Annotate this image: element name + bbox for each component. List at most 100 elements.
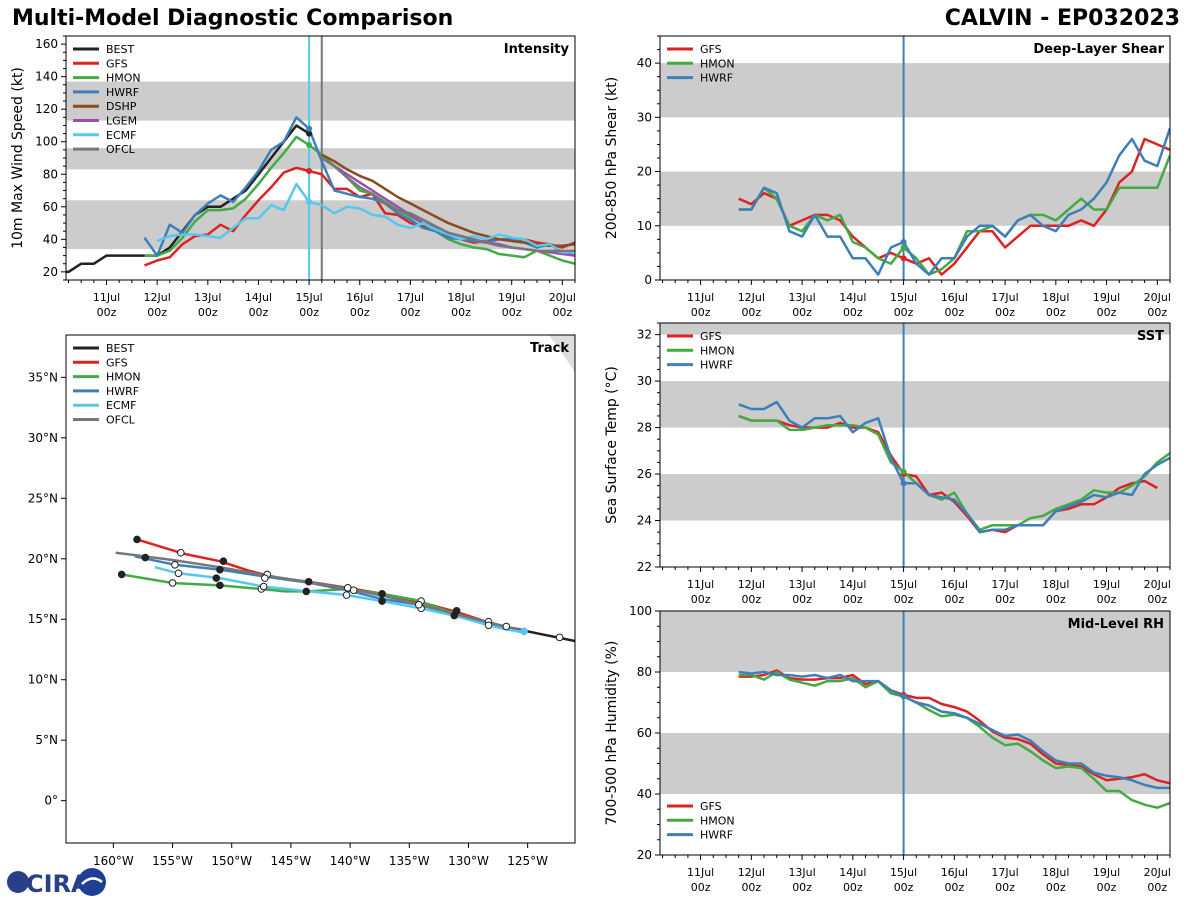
y-tick-label: 10 (637, 219, 652, 233)
x-tick-sublabel: 00z (741, 881, 761, 894)
legend-label-hwrf: HWRF (700, 359, 733, 372)
y-tick-label: 26 (637, 467, 652, 481)
y-tick-label: 40 (637, 787, 652, 801)
x-tick-label: 18Jul (1042, 866, 1069, 879)
panel-title: Intensity (504, 42, 570, 57)
current-point-hwrf (900, 480, 907, 487)
x-tick-label: 13Jul (788, 866, 815, 879)
x-tick-sublabel: 00z (792, 306, 812, 319)
x-tick-sublabel: 00z (843, 306, 863, 319)
legend-label-hwrf: HWRF (700, 72, 733, 85)
x-tick-label: 14Jul (839, 291, 866, 304)
current-point-hwrf (900, 239, 907, 246)
y-tick-label: 160 (35, 37, 58, 51)
y-tick-label: 100 (629, 604, 652, 618)
series-line-ecmf (154, 565, 525, 634)
x-tick-label: 15Jul (295, 291, 322, 304)
x-tick-sublabel: 00z (1097, 881, 1117, 894)
current-point-hwrf (900, 693, 907, 700)
y-tick-label: 80 (637, 665, 652, 679)
x-tick-sublabel: 00z (1147, 306, 1167, 319)
land-shape (549, 335, 575, 373)
x-tick-sublabel: 00z (691, 881, 711, 894)
x-tick-label: 18Jul (1042, 291, 1069, 304)
x-tick-label: 16Jul (941, 866, 968, 879)
series-line-gfs (738, 669, 1170, 785)
x-tick-label: 13Jul (788, 291, 815, 304)
track-position-marker (555, 633, 564, 642)
track-position-marker (502, 622, 511, 631)
x-tick-label: 15Jul (890, 578, 917, 591)
x-tick-sublabel: 00z (198, 306, 218, 319)
legend-label-gfs: GFS (700, 43, 722, 56)
chart-title: Multi-Model Diagnostic Comparison (12, 6, 454, 31)
y-tick-label: 140 (35, 70, 58, 84)
shaded-band (660, 63, 1170, 118)
track-position-marker (342, 591, 351, 599)
current-point-hwrf (306, 125, 313, 132)
x-tick-sublabel: 00z (995, 306, 1015, 319)
x-tick-label: 160°W (93, 854, 134, 868)
x-tick-sublabel: 00z (944, 306, 964, 319)
x-tick-label: 18Jul (447, 291, 474, 304)
track-position-marker (168, 579, 177, 587)
series-line-best (66, 124, 310, 274)
y-tick-label: 40 (637, 56, 652, 70)
track-position-marker (216, 581, 224, 590)
current-point-hmon (900, 468, 907, 475)
track-position-marker (177, 548, 185, 557)
y-axis-label: 10m Max Wind Speed (kt) (10, 67, 26, 249)
x-tick-sublabel: 00z (552, 306, 572, 319)
y-tick-label: 40 (43, 232, 58, 246)
x-tick-label: 19Jul (1093, 578, 1120, 591)
y-tick-label: 30 (637, 374, 652, 388)
track-position-marker (174, 569, 183, 578)
track-position-marker (484, 621, 493, 630)
x-tick-sublabel: 00z (249, 306, 269, 319)
x-tick-sublabel: 00z (1097, 593, 1117, 606)
y-tick-label: 15°N (28, 612, 58, 626)
track-frame (65, 334, 576, 844)
current-point-hmon (306, 141, 313, 148)
legend-label-hmon: HMON (700, 814, 735, 827)
y-tick-label: 30°N (28, 431, 58, 445)
storm-id-title: CALVIN - EP032023 (944, 6, 1180, 31)
track-position-marker (212, 574, 221, 582)
track-plot-area (115, 335, 575, 643)
legend-label-hwrf: HWRF (106, 385, 139, 398)
legend-label-hmon: HMON (700, 57, 735, 70)
shaded-band (660, 171, 1170, 226)
x-tick-sublabel: 00z (1046, 881, 1066, 894)
x-tick-label: 15Jul (890, 291, 917, 304)
track-position-marker (450, 611, 459, 620)
shear-panel: 0 10 20 30 40 11Jul 00z 12Jul 00z 13Jul 00z 14Jul 00… (604, 35, 1171, 319)
y-tick-label: 0 (644, 273, 652, 287)
rh-plot-area (660, 611, 1170, 855)
sst-frame (659, 322, 1171, 568)
y-tick-label: 20°N (28, 552, 58, 566)
intensity-plot-area (66, 36, 575, 280)
x-tick-label: 19Jul (1093, 866, 1120, 879)
x-tick-label: 11Jul (687, 866, 714, 879)
x-tick-sublabel: 00z (792, 593, 812, 606)
x-tick-label: 15Jul (890, 866, 917, 879)
y-tick-label: 24 (637, 514, 652, 528)
x-tick-sublabel: 00z (1046, 593, 1066, 606)
series-line-hmon (144, 135, 575, 265)
legend-label-ecmf: ECMF (106, 399, 136, 412)
y-tick-label: 5°N (35, 733, 58, 747)
x-tick-label: 12Jul (738, 578, 765, 591)
track-position-marker (261, 574, 269, 582)
track-position-marker (133, 535, 141, 544)
x-tick-sublabel: 00z (995, 593, 1015, 606)
shaded-band (66, 200, 575, 250)
legend-label-ofcl: OFCL (106, 414, 136, 427)
x-tick-label: 140°W (330, 854, 371, 868)
track-position-marker (414, 600, 423, 609)
x-tick-sublabel: 00z (894, 306, 914, 319)
track-position-marker (304, 577, 313, 586)
y-tick-label: 32 (637, 328, 652, 342)
x-tick-label: 130°W (448, 854, 489, 868)
x-tick-sublabel: 00z (1097, 306, 1117, 319)
